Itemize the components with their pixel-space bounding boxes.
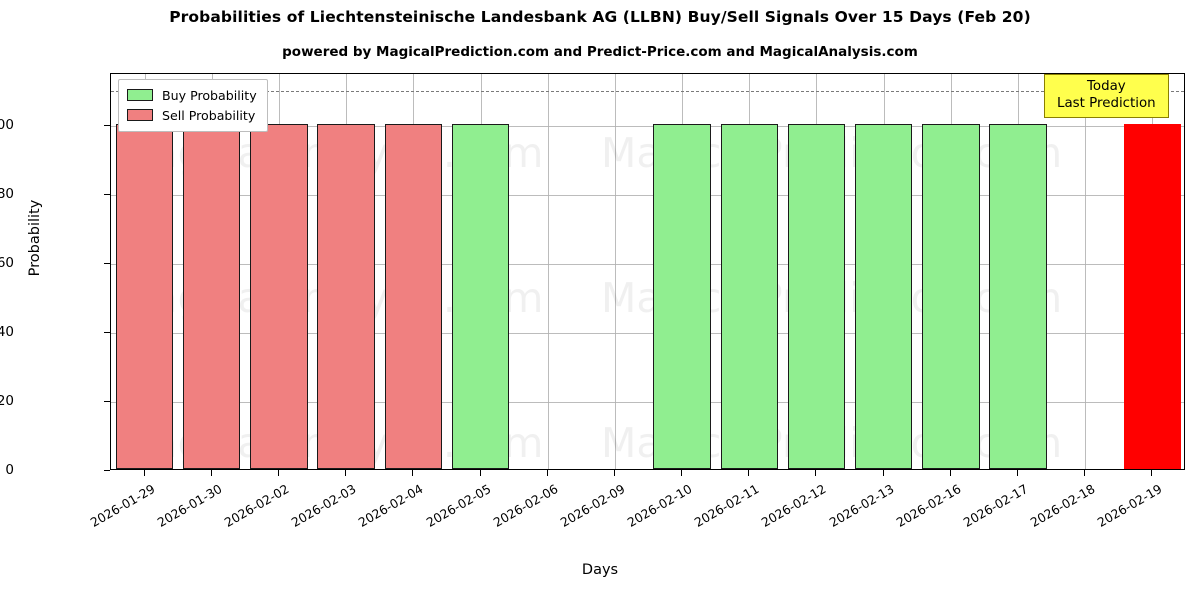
x-axis-tick-mark xyxy=(479,470,481,476)
x-axis-tick-mark xyxy=(345,470,347,476)
y-axis-tick-mark xyxy=(104,262,110,264)
legend-label-sell: Sell Probability xyxy=(162,107,256,123)
x-axis-tick-mark xyxy=(277,470,279,476)
y-axis-tick-mark xyxy=(104,193,110,195)
x-axis-tick-mark xyxy=(412,470,414,476)
bar-2026-02-04[interactable] xyxy=(384,123,443,469)
bar-2026-02-03[interactable] xyxy=(317,123,375,469)
bar-2026-02-13[interactable] xyxy=(854,123,913,469)
chart-legend: Buy Probability Sell Probability xyxy=(118,79,268,132)
y-axis-tick-label: 100 xyxy=(0,116,14,133)
y-axis-tick-label: 80 xyxy=(0,185,14,202)
y-axis-tick-label: 40 xyxy=(0,323,14,340)
x-axis-tick-mark xyxy=(882,470,884,476)
gridline-horizontal xyxy=(111,194,1184,196)
bar-2026-02-12[interactable] xyxy=(787,123,846,469)
today-line2: Last Prediction xyxy=(1057,95,1156,111)
legend-label-buy: Buy Probability xyxy=(162,87,257,103)
bar-2026-02-02[interactable] xyxy=(250,123,308,469)
bar-2026-02-11[interactable] xyxy=(720,123,778,469)
legend-swatch-sell xyxy=(127,109,153,121)
gridline-horizontal xyxy=(111,125,1184,127)
plot-area: MagicalAnalysis.comMagicalAnalysis.comMa… xyxy=(110,73,1185,470)
legend-item-buy[interactable]: Buy Probability xyxy=(127,85,257,105)
y-axis-tick-mark xyxy=(104,470,110,471)
gridline-horizontal xyxy=(111,401,1184,403)
y-axis-tick-mark xyxy=(104,124,110,126)
x-axis-tick-mark xyxy=(143,470,145,476)
x-axis-tick-mark xyxy=(815,470,817,476)
x-axis-tick-mark xyxy=(681,470,683,476)
y-axis-tick-label: 60 xyxy=(0,254,14,271)
y-axis-tick-label: 0 xyxy=(5,462,14,478)
chart-subtitle: powered by MagicalPrediction.com and Pre… xyxy=(282,44,918,60)
bar-2026-02-17[interactable] xyxy=(989,123,1047,469)
x-axis-tick-mark xyxy=(546,470,548,476)
legend-item-sell[interactable]: Sell Probability xyxy=(127,105,257,125)
y-axis-tick-mark xyxy=(104,400,110,402)
gridline-horizontal xyxy=(111,263,1184,265)
bar-2026-02-16[interactable] xyxy=(922,123,980,469)
gridline-vertical xyxy=(1085,74,1087,469)
y-axis-tick-mark xyxy=(104,331,110,333)
bar-2026-01-29[interactable] xyxy=(115,123,174,469)
x-axis-tick-mark xyxy=(210,470,212,476)
today-line1: Today xyxy=(1086,79,1126,94)
gridline-horizontal xyxy=(111,332,1184,334)
x-axis-tick-mark xyxy=(748,470,750,476)
x-axis-tick-mark xyxy=(1151,470,1153,476)
bar-2026-02-05[interactable] xyxy=(451,123,510,469)
x-axis-tick-mark xyxy=(613,470,615,476)
x-axis-label: Days xyxy=(581,562,619,578)
bar-layer xyxy=(111,74,1184,469)
page-title: Probabilities of Liechtensteinische Land… xyxy=(169,8,1031,26)
y-axis-tick-label: 20 xyxy=(0,392,14,409)
gridline-vertical xyxy=(547,74,549,469)
x-axis-tick-mark xyxy=(1084,470,1086,476)
x-axis-tick-mark xyxy=(1017,470,1019,476)
y-axis-label: Probability xyxy=(27,199,43,277)
today-annotation: Today Last Prediction xyxy=(1044,74,1169,119)
bar-2026-01-30[interactable] xyxy=(183,123,241,469)
x-axis-tick-mark xyxy=(949,470,951,476)
reference-line xyxy=(111,91,1184,93)
bar-2026-02-19[interactable] xyxy=(1123,123,1182,469)
gridline-vertical xyxy=(614,74,616,469)
bar-2026-02-10[interactable] xyxy=(653,123,711,469)
legend-swatch-buy xyxy=(127,89,153,101)
